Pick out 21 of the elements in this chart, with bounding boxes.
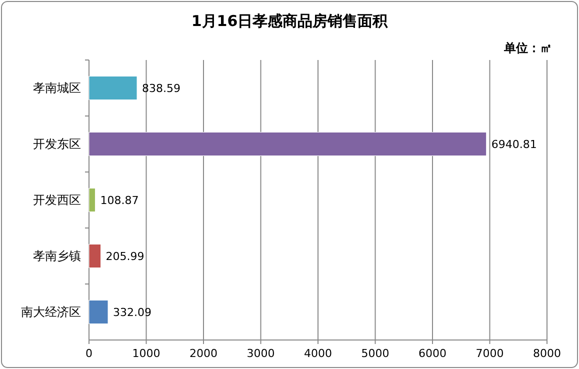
data-label: 838.59 — [142, 82, 181, 95]
y-tick-label: 南大经济区 — [21, 305, 81, 319]
y-tick-label: 孝南乡镇 — [33, 249, 81, 263]
data-label: 6940.81 — [491, 138, 537, 151]
y-tick-label: 开发西区 — [33, 193, 81, 207]
y-tick-label: 开发东区 — [33, 137, 81, 151]
data-label: 108.87 — [100, 194, 139, 207]
text: 单位：㎡ — [503, 41, 552, 55]
x-tick-label: 1000 — [132, 347, 160, 360]
data-label: 205.99 — [106, 250, 144, 263]
x-tick-label: 0 — [86, 347, 92, 360]
x-tick-label: 4000 — [304, 347, 332, 360]
x-tick-label: 3000 — [246, 347, 275, 360]
data-label: 332.09 — [113, 306, 152, 319]
x-tick-label: 5000 — [361, 347, 390, 360]
x-tick-label: 7000 — [476, 347, 504, 360]
chart-title: 1月16日孝感商品房销售面积 — [191, 12, 389, 30]
x-tick-label: 2000 — [190, 347, 218, 360]
x-tick-label: 6000 — [418, 347, 446, 360]
x-tick-label: 8000 — [533, 347, 561, 360]
y-tick-label: 孝南城区 — [33, 81, 81, 95]
